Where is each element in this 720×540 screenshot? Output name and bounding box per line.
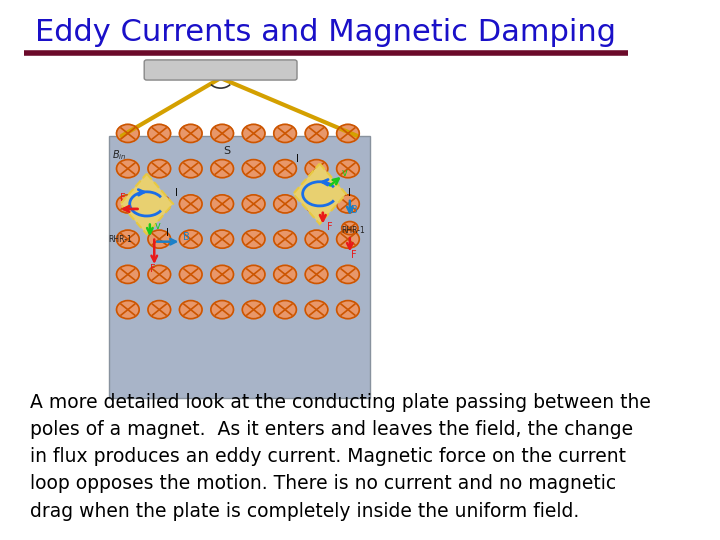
Circle shape [337,230,359,248]
Text: B: B [351,205,357,215]
Circle shape [117,301,139,319]
Text: B: B [183,232,189,242]
Circle shape [148,230,171,248]
Text: S: S [223,146,230,156]
Polygon shape [120,174,173,234]
Circle shape [117,230,139,248]
Circle shape [305,195,328,213]
Circle shape [243,230,265,248]
Circle shape [337,195,359,213]
Circle shape [274,195,297,213]
Circle shape [243,160,265,178]
Circle shape [243,301,265,319]
Circle shape [243,124,265,143]
Circle shape [243,195,265,213]
Circle shape [337,265,359,284]
Circle shape [342,221,358,234]
Circle shape [117,160,139,178]
Circle shape [117,265,139,284]
Circle shape [211,195,233,213]
Circle shape [148,195,171,213]
Circle shape [211,230,233,248]
Circle shape [305,160,328,178]
Circle shape [243,265,265,284]
Circle shape [274,265,297,284]
Circle shape [148,301,171,319]
Text: I: I [296,154,299,164]
Circle shape [179,124,202,143]
Circle shape [148,124,171,143]
Circle shape [274,230,297,248]
Bar [109,136,370,398]
Text: I: I [166,228,168,238]
Text: F: F [150,264,156,274]
Polygon shape [293,164,346,224]
Text: I: I [348,188,351,198]
Text: F: F [120,193,125,204]
Circle shape [211,160,233,178]
Circle shape [305,301,328,319]
Circle shape [179,195,202,213]
Text: RHR-1: RHR-1 [108,235,132,244]
Circle shape [117,195,139,213]
Circle shape [274,160,297,178]
Circle shape [179,301,202,319]
Text: $B_{in}$: $B_{in}$ [112,148,127,163]
Text: I: I [175,188,178,198]
Text: Eddy Currents and Magnetic Damping: Eddy Currents and Magnetic Damping [35,18,616,47]
Text: v: v [341,168,347,178]
Circle shape [337,160,359,178]
Circle shape [337,124,359,143]
Text: F: F [327,222,333,232]
Circle shape [179,160,202,178]
Circle shape [305,265,328,284]
Circle shape [211,124,233,143]
Text: RHR-1: RHR-1 [341,226,365,235]
Circle shape [148,265,171,284]
Circle shape [305,230,328,248]
Circle shape [305,124,328,143]
Text: F: F [351,250,357,260]
Circle shape [274,124,297,143]
Circle shape [179,230,202,248]
Circle shape [148,160,171,178]
Text: A more detailed look at the conducting plate passing between the
poles of a magn: A more detailed look at the conducting p… [30,393,652,521]
Circle shape [117,124,139,143]
Circle shape [179,265,202,284]
Circle shape [211,265,233,284]
Circle shape [211,301,233,319]
FancyBboxPatch shape [144,60,297,80]
Circle shape [337,301,359,319]
Text: v: v [154,221,160,231]
Circle shape [274,301,297,319]
